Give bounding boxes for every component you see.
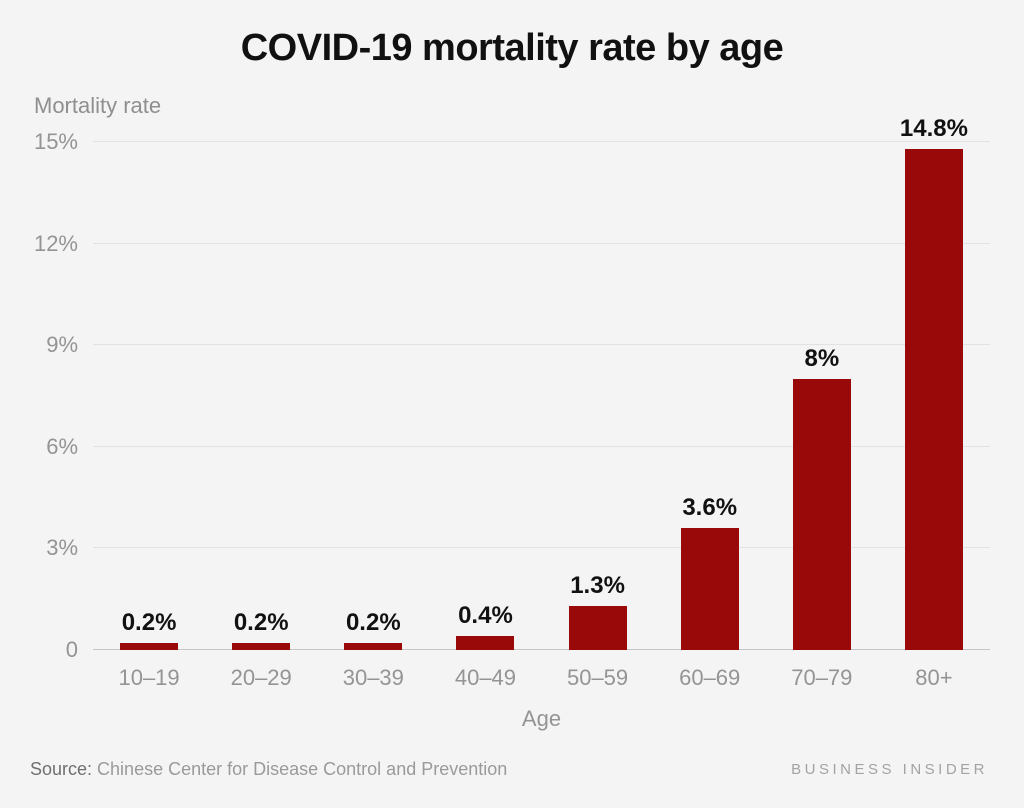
x-axis-tick-labels: 10–19 20–29 30–39 40–49 50–59 60–69 70–79 80+: [93, 665, 990, 691]
footer: Source: Chinese Center for Disease Contr…: [0, 757, 1024, 787]
bar-50-59: [568, 605, 627, 650]
y-tick-label: 3%: [46, 535, 78, 561]
x-tick-label: 10–19: [118, 665, 180, 690]
x-tick-label: 30–39: [342, 665, 404, 690]
y-tick-label: 6%: [46, 433, 78, 459]
bar-80-: [904, 148, 963, 650]
x-tick-label: 80+: [915, 665, 953, 690]
y-tick-label: 9%: [46, 332, 78, 358]
gridline: [93, 141, 990, 142]
y-tick-label: 15%: [33, 129, 78, 154]
bar-40-49: [456, 636, 515, 650]
y-tick-label: 12%: [33, 230, 78, 256]
source-prefix: Source:: [30, 759, 93, 779]
x-tick-label: 40–49: [454, 665, 517, 690]
source-text: Chinese Center for Disease Control and P…: [92, 759, 508, 779]
bar-10-19: [120, 643, 179, 650]
bar-value-label: 0.4%: [458, 602, 513, 630]
bar-value-label: 1.3%: [570, 571, 625, 599]
y-axis-title: Mortality rate: [34, 93, 162, 118]
bar-value-label: 0.2%: [345, 609, 401, 637]
bar-value-label: 0.2%: [121, 609, 177, 637]
x-axis-baseline: [93, 649, 990, 650]
bar-value-label: 3.6%: [682, 494, 738, 522]
x-axis-title: Age: [521, 706, 562, 731]
bar-30-39: [344, 643, 403, 650]
bar-70-79: [792, 379, 851, 650]
bar-value-label: 8%: [804, 345, 840, 373]
bar-value-label: 0.2%: [233, 609, 289, 637]
x-tick-label: 60–69: [679, 665, 741, 690]
bar-value-label: 14.8%: [899, 114, 968, 142]
gridline: [93, 242, 990, 244]
gridline: [93, 547, 990, 549]
bar-20-29: [232, 643, 291, 650]
source-line: Source: Chinese Center for Disease Contr…: [30, 759, 507, 780]
y-axis-tick-labels: 0 3% 6% 9% 12% 15%: [0, 129, 78, 662]
x-tick-label: 70–79: [791, 665, 853, 690]
x-tick-label: 20–29: [230, 665, 292, 690]
x-tick-label: 50–59: [566, 665, 629, 690]
page-title: COVID-19 mortality rate by age: [240, 27, 784, 69]
bar-60-69: [680, 528, 739, 650]
plot-area: 0.2% 0.2% 0.2% 0.4% 1.3% 3.6% 8% 14.8%: [93, 115, 990, 650]
gridline: [93, 344, 990, 346]
y-tick-label: 0: [65, 637, 78, 662]
gridline: [93, 445, 990, 447]
brand-logo: BUSINESS INSIDER: [791, 761, 988, 778]
